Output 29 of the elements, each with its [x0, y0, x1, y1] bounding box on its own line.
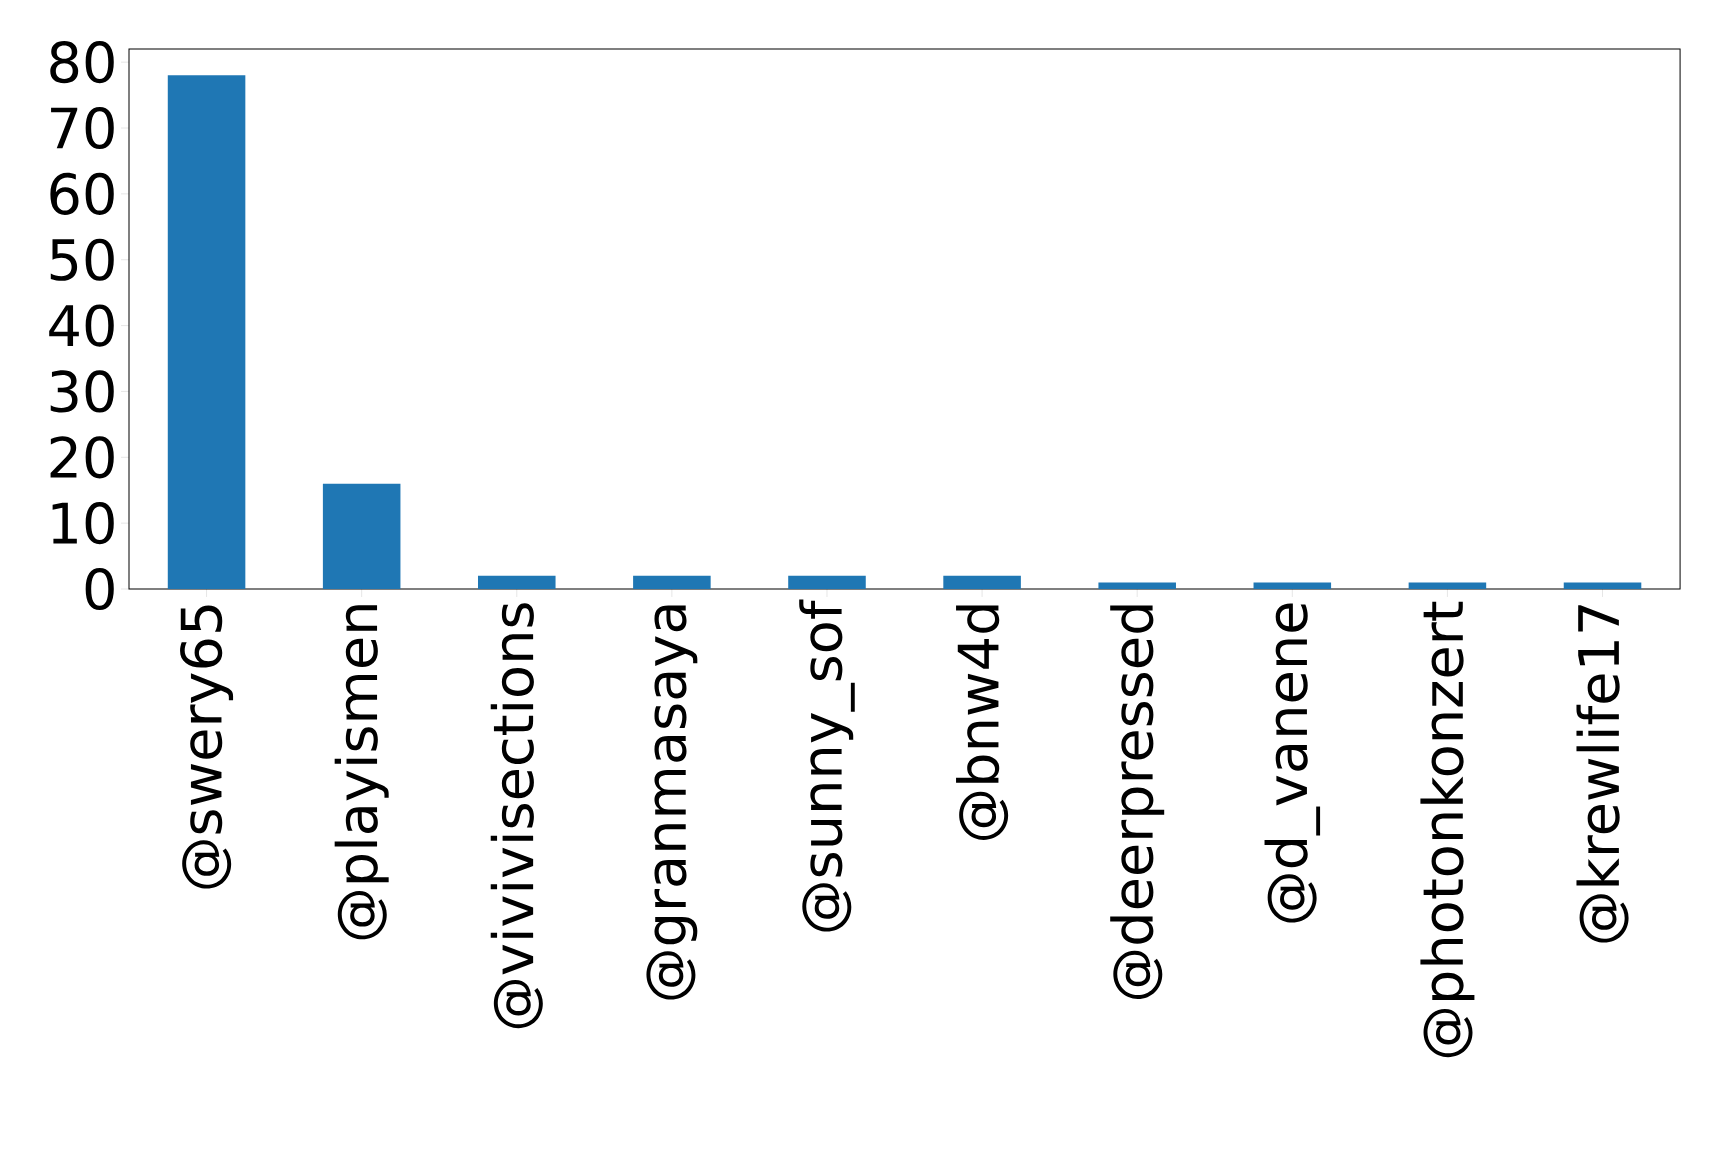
bar	[167, 75, 246, 589]
bar	[1408, 582, 1487, 589]
bar	[477, 575, 556, 589]
bar	[1563, 582, 1642, 589]
x-tick-label: @playismen	[334, 605, 389, 940]
y-tick-label: 80	[50, 41, 114, 84]
y-tick-label: 40	[49, 304, 114, 347]
bar	[1098, 582, 1176, 589]
x-tick-label: @vivivisections	[490, 603, 543, 1029]
bar	[943, 575, 1021, 589]
y-tick-label: 60	[50, 172, 114, 215]
x-tick-label: @bnw4d	[956, 605, 1009, 840]
y-tick-label: 0	[85, 567, 114, 611]
bar	[322, 483, 401, 589]
x-tick-label: @krewlife17	[1576, 605, 1629, 943]
bar	[1253, 582, 1332, 589]
bar	[633, 575, 711, 589]
y-tick-label: 30	[50, 370, 114, 413]
x-tick-label: @deerpressed	[1110, 605, 1165, 999]
y-tick-label: 50	[50, 238, 114, 281]
y-tick-label: 70	[51, 106, 114, 150]
y-tick-label: 20	[50, 436, 114, 479]
x-tick-label: @photonkonzert	[1420, 601, 1475, 1058]
x-tick-label: @swery65	[180, 605, 234, 889]
x-tick-label: @d_vanene	[1264, 603, 1321, 923]
x-tick-label: @sunny_sof	[799, 599, 855, 932]
y-tick-label: 10	[52, 502, 114, 545]
bar	[788, 575, 866, 589]
x-tick-label: @granmasaya	[646, 605, 698, 1000]
